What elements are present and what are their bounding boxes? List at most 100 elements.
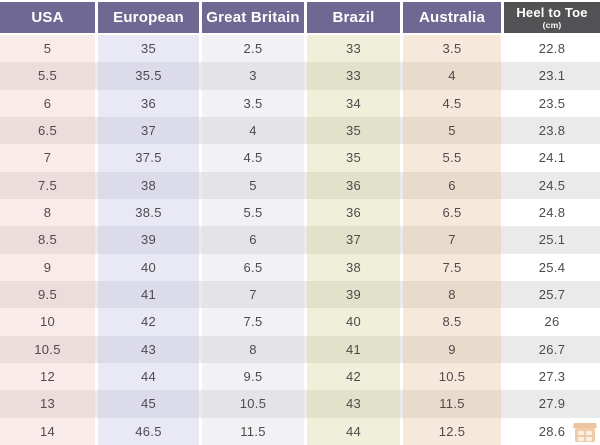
- cell-brazil: 34: [307, 89, 400, 117]
- cell-european: 45: [98, 390, 199, 418]
- shop-watermark-icon: [573, 423, 597, 442]
- cell-australia: 7.5: [403, 253, 501, 281]
- cell-european: 38.5: [98, 199, 199, 227]
- cell-brazil: 35: [307, 144, 400, 172]
- cell-usa: 9: [0, 253, 95, 281]
- column-header-label: Great Britain: [206, 9, 300, 26]
- column-header-heel-to-toe: Heel to Toe (cm): [504, 2, 600, 33]
- cell-heel-to-toe: 23.8: [504, 117, 600, 145]
- cell-brazil: 42: [307, 363, 400, 391]
- cell-heel-to-toe: 24.1: [504, 144, 600, 172]
- cell-european: 37: [98, 117, 199, 145]
- table-body: 5 35 2.5 33 3.5 22.8 5.5 35.5 3 33 4 23.1 6 36 3.5 34 4.…: [0, 35, 600, 445]
- cell-heel-to-toe: 22.8: [504, 35, 600, 63]
- cell-great-britain: 10.5: [202, 390, 304, 418]
- cell-usa: 12: [0, 363, 95, 391]
- cell-heel-to-toe: 25.7: [504, 281, 600, 309]
- column-header-brazil: Brazil: [307, 2, 400, 33]
- cell-european: 37.5: [98, 144, 199, 172]
- column-header-australia: Australia: [403, 2, 501, 33]
- table-row: 6.5 37 4 35 5 23.8: [0, 117, 600, 145]
- column-header-label: USA: [31, 9, 64, 26]
- cell-heel-to-toe: 23.1: [504, 62, 600, 90]
- cell-usa: 7.5: [0, 171, 95, 199]
- cell-usa: 13: [0, 390, 95, 418]
- cell-australia: 10.5: [403, 363, 501, 391]
- cell-australia: 12.5: [403, 417, 501, 445]
- cell-great-britain: 7: [202, 281, 304, 309]
- cell-great-britain: 11.5: [202, 417, 304, 445]
- table-row: 7.5 38 5 36 6 24.5: [0, 171, 600, 199]
- cell-australia: 4: [403, 62, 501, 90]
- cell-australia: 9: [403, 335, 501, 363]
- cell-european: 40: [98, 253, 199, 281]
- cell-great-britain: 6: [202, 226, 304, 254]
- cell-usa: 9.5: [0, 281, 95, 309]
- column-header-label: European: [113, 9, 184, 26]
- cell-australia: 3.5: [403, 35, 501, 63]
- column-header-unit-label: (cm): [542, 19, 562, 30]
- cell-brazil: 35: [307, 117, 400, 145]
- table-row: 7 37.5 4.5 35 5.5 24.1: [0, 144, 600, 172]
- cell-brazil: 41: [307, 335, 400, 363]
- cell-usa: 5: [0, 35, 95, 63]
- table-row: 5 35 2.5 33 3.5 22.8: [0, 35, 600, 63]
- cell-usa: 14: [0, 417, 95, 445]
- cell-great-britain: 8: [202, 335, 304, 363]
- cell-usa: 10.5: [0, 335, 95, 363]
- cell-usa: 6: [0, 89, 95, 117]
- cell-australia: 5: [403, 117, 501, 145]
- cell-european: 35.5: [98, 62, 199, 90]
- cell-heel-to-toe: 27.3: [504, 363, 600, 391]
- cell-european: 42: [98, 308, 199, 336]
- cell-heel-to-toe: 25.4: [504, 253, 600, 281]
- column-header-label: Australia: [419, 9, 485, 26]
- cell-great-britain: 2.5: [202, 35, 304, 63]
- cell-australia: 5.5: [403, 144, 501, 172]
- cell-brazil: 38: [307, 253, 400, 281]
- table-row: 12 44 9.5 42 10.5 27.3: [0, 363, 600, 391]
- cell-great-britain: 5: [202, 171, 304, 199]
- cell-european: 36: [98, 89, 199, 117]
- cell-usa: 7: [0, 144, 95, 172]
- cell-brazil: 36: [307, 199, 400, 227]
- cell-heel-to-toe: 23.5: [504, 89, 600, 117]
- cell-brazil: 39: [307, 281, 400, 309]
- cell-european: 38: [98, 171, 199, 199]
- cell-great-britain: 3.5: [202, 89, 304, 117]
- cell-australia: 7: [403, 226, 501, 254]
- column-header-label: Heel to Toe: [516, 4, 588, 20]
- cell-heel-to-toe: 24.8: [504, 199, 600, 227]
- table-row: 9 40 6.5 38 7.5 25.4: [0, 253, 600, 281]
- cell-usa: 10: [0, 308, 95, 336]
- cell-brazil: 43: [307, 390, 400, 418]
- cell-brazil: 40: [307, 308, 400, 336]
- cell-heel-to-toe: 24.5: [504, 171, 600, 199]
- column-header-label: Brazil: [332, 9, 375, 26]
- cell-heel-to-toe: 26.7: [504, 335, 600, 363]
- cell-usa: 8.5: [0, 226, 95, 254]
- cell-usa: 6.5: [0, 117, 95, 145]
- table-row: 6 36 3.5 34 4.5 23.5: [0, 89, 600, 117]
- table-row: 9.5 41 7 39 8 25.7: [0, 281, 600, 309]
- table-row: 8 38.5 5.5 36 6.5 24.8: [0, 199, 600, 227]
- cell-brazil: 44: [307, 417, 400, 445]
- cell-australia: 6: [403, 171, 501, 199]
- cell-european: 43: [98, 335, 199, 363]
- cell-european: 35: [98, 35, 199, 63]
- cell-heel-to-toe: 25.1: [504, 226, 600, 254]
- cell-brazil: 36: [307, 171, 400, 199]
- table-row: 14 46.5 11.5 44 12.5 28.6: [0, 417, 600, 445]
- table-row: 10.5 43 8 41 9 26.7: [0, 335, 600, 363]
- column-header-usa: USA: [0, 2, 95, 33]
- cell-brazil: 33: [307, 62, 400, 90]
- cell-european: 41: [98, 281, 199, 309]
- cell-usa: 8: [0, 199, 95, 227]
- table-row: 13 45 10.5 43 11.5 27.9: [0, 390, 600, 418]
- table-row: 5.5 35.5 3 33 4 23.1: [0, 62, 600, 90]
- column-header-european: European: [98, 2, 199, 33]
- cell-european: 44: [98, 363, 199, 391]
- cell-great-britain: 3: [202, 62, 304, 90]
- cell-brazil: 37: [307, 226, 400, 254]
